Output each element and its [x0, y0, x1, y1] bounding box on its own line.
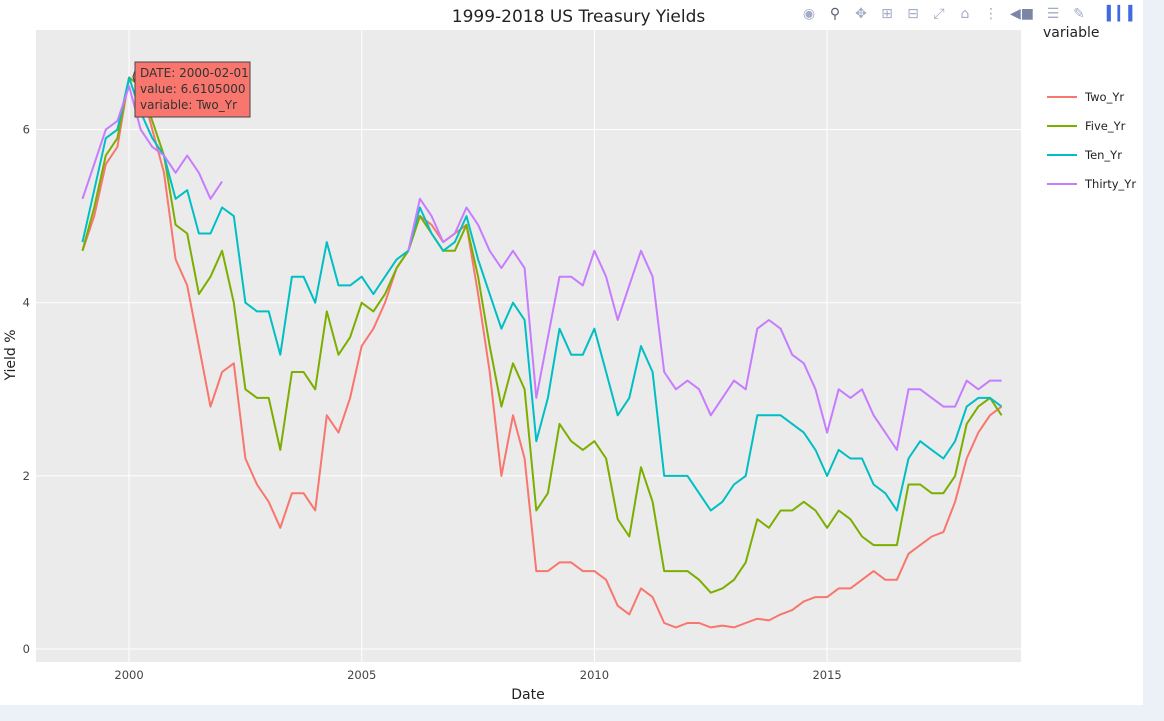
zoom-icon[interactable]: ⚲ [829, 6, 841, 22]
legend-label: Two_Yr [1085, 90, 1125, 104]
plotly-logo-icon[interactable]: ▍▎▍ [1106, 6, 1140, 22]
y-tick-label: 2 [23, 469, 30, 483]
series-line-five-yr[interactable] [81, 76, 1003, 594]
legend-item-ten-yr[interactable]: Ten_Yr [1047, 148, 1122, 162]
spike-lines-icon[interactable]: ⋮ [984, 6, 998, 22]
tooltip-date: DATE: 2000-02-01 [140, 66, 249, 80]
hover-compare-icon[interactable]: ☰ [1046, 6, 1060, 22]
y-tick-label: 4 [23, 296, 30, 310]
legend-item-two-yr[interactable]: Two_Yr [1047, 90, 1124, 104]
tick-labels: 2000 2005 2010 2015 0 2 4 6 [23, 123, 842, 682]
series-line-ten-yr[interactable] [81, 76, 1003, 512]
legend-item-five-yr[interactable]: Five_Yr [1047, 119, 1125, 133]
legend-title: variable [1043, 25, 1100, 41]
home-icon[interactable]: ⌂ [960, 6, 970, 22]
legend-label: Five_Yr [1085, 119, 1126, 133]
tooltip-value: value: 6.6105000 [140, 82, 246, 96]
legend-swatch [1047, 96, 1077, 98]
pan-icon[interactable]: ✥ [855, 6, 867, 22]
camera-icon[interactable]: ◉ [802, 6, 816, 22]
series-lines [81, 76, 1003, 629]
legend-swatch [1047, 154, 1077, 156]
hover-closest-icon[interactable]: ◀■ [1010, 6, 1034, 22]
edit-icon[interactable]: ✎ [1073, 6, 1085, 22]
tooltip-box [134, 61, 251, 118]
zoom-out-icon[interactable]: ⊟ [907, 6, 919, 22]
hover-tooltip: DATE: 2000-02-01 value: 6.6105000 variab… [132, 61, 251, 118]
y-axis-title: Yield % [3, 329, 19, 381]
legend: variable Two_Yr Five_Yr Ten_Yr Thirty_Yr [1043, 25, 1136, 191]
x-tick-label: 2000 [114, 668, 143, 682]
legend-label: Ten_Yr [1085, 148, 1122, 162]
y-tick-label: 6 [23, 123, 30, 137]
autoscale-icon[interactable]: ⤢ [933, 6, 945, 22]
tooltip-variable: variable: Two_Yr [140, 98, 237, 112]
legend-swatch [1047, 125, 1077, 127]
series-line-two-yr[interactable] [81, 76, 1003, 629]
x-tick-label: 2005 [347, 668, 376, 682]
chart-title: 1999-2018 US Treasury Yields [451, 7, 706, 27]
zoom-in-icon[interactable]: ⊞ [881, 6, 893, 22]
legend-item-thirty-yr[interactable]: Thirty_Yr [1047, 177, 1136, 191]
legend-label: Thirty_Yr [1085, 177, 1137, 191]
plot-area [36, 30, 1021, 662]
legend-swatch [1047, 183, 1077, 185]
x-tick-label: 2010 [580, 668, 609, 682]
x-tick-label: 2015 [812, 668, 841, 682]
x-axis-title: Date [511, 687, 544, 703]
modebar: ◉ ⚲ ✥ ⊞ ⊟ ⤢ ⌂ ⋮ ◀■ ☰ ✎ ▍▎▍ [800, 5, 1140, 23]
series-line-thirty-yr[interactable] [81, 85, 1002, 451]
y-tick-label: 0 [23, 642, 30, 656]
